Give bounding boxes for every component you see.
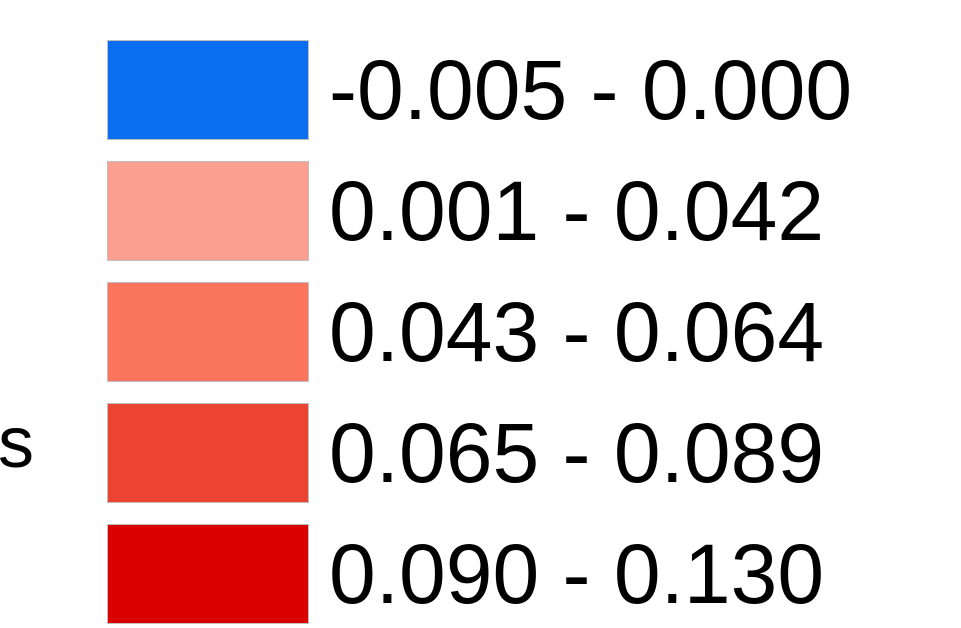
legend-range-label: 0.043 - 0.064 — [329, 285, 825, 379]
legend-entry: -0.005 - 0.000 — [107, 40, 927, 140]
legend-swatch — [107, 524, 309, 624]
legend-entry: 0.065 - 0.089 — [107, 403, 927, 503]
legend-range-label: -0.005 - 0.000 — [329, 43, 853, 137]
legend-range-label: 0.065 - 0.089 — [329, 406, 825, 500]
legend-swatch — [107, 282, 309, 382]
legend-entry: 0.001 - 0.042 — [107, 161, 927, 261]
legend-swatch — [107, 403, 309, 503]
legend-entry: 0.043 - 0.064 — [107, 282, 927, 382]
legend-range-label: 0.090 - 0.130 — [329, 527, 825, 621]
legend-swatch — [107, 161, 309, 261]
legend-range-label: 0.001 - 0.042 — [329, 164, 825, 258]
side-label: s — [0, 403, 34, 483]
legend-swatch — [107, 40, 309, 140]
legend-entry: 0.090 - 0.130 — [107, 524, 927, 624]
